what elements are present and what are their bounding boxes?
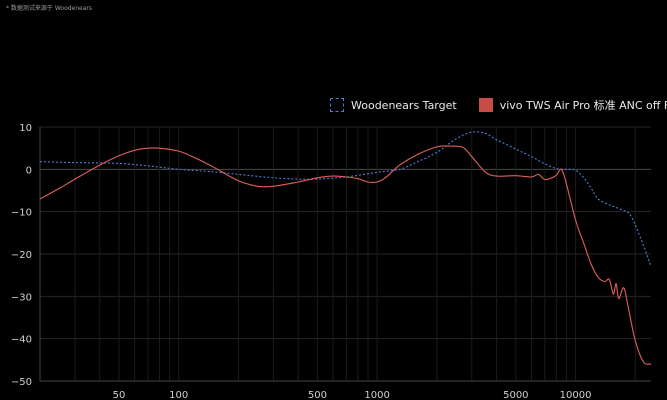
series-line-target — [39, 131, 652, 267]
data-source-note: * 数据测试来源于 Woodenears — [6, 5, 93, 12]
x-tick-label: 10000 — [560, 390, 592, 400]
legend-label-target: Woodenears Target — [351, 98, 457, 112]
y-tick-label: −20 — [11, 250, 32, 261]
grid-lines — [39, 126, 651, 382]
series-line-vivo — [39, 145, 652, 365]
legend-item-vivo[interactable]: vivo TWS Air Pro 标准 ANC off Frs — [478, 97, 667, 113]
x-tick-label: 500 — [308, 390, 327, 400]
x-tick-label: 50 — [113, 390, 126, 400]
x-tick-label: 100 — [169, 390, 188, 400]
legend-item-target[interactable]: Woodenears Target — [330, 98, 457, 112]
chart-legend: Woodenears Target vivo TWS Air Pro 标准 AN… — [330, 97, 667, 113]
legend-swatch-vivo — [478, 98, 493, 112]
x-tick-label: 1000 — [364, 390, 389, 400]
legend-swatch-target — [330, 98, 344, 112]
y-tick-label: −30 — [11, 292, 32, 303]
y-tick-label: 0 — [26, 165, 32, 176]
y-tick-label: −40 — [11, 335, 32, 346]
y-tick-label: 10 — [19, 123, 32, 134]
legend-label-vivo: vivo TWS Air Pro 标准 ANC off Frs — [499, 99, 667, 112]
y-tick-label: −10 — [11, 208, 32, 219]
x-tick-label: 5000 — [503, 390, 528, 400]
y-tick-label: −50 — [11, 377, 32, 388]
